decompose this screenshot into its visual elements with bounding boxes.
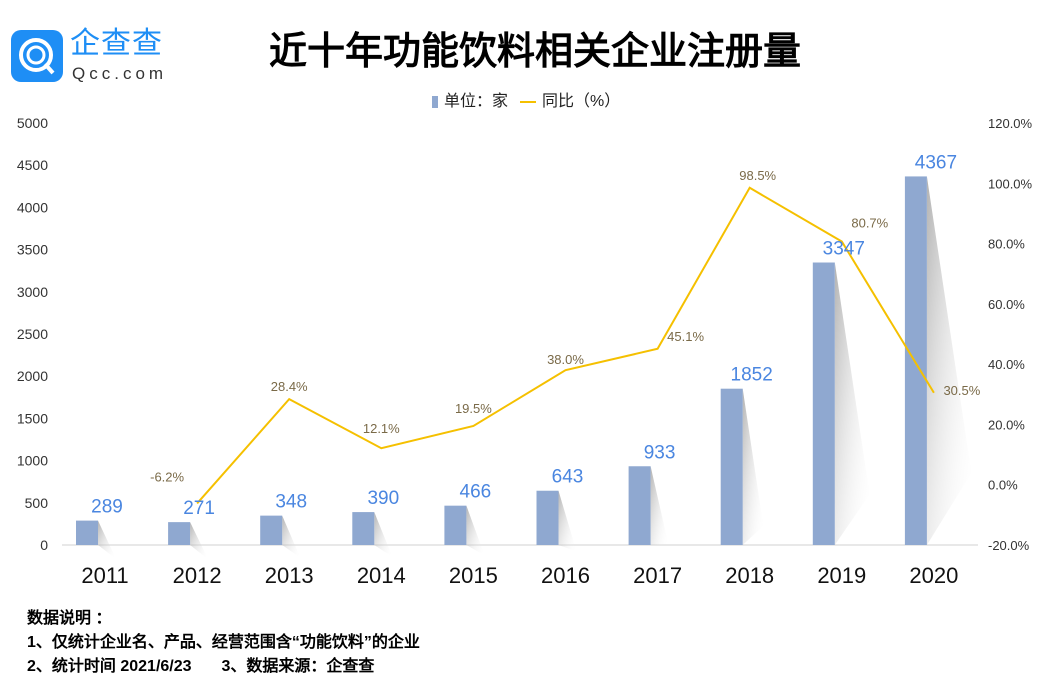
left-tick-label: 1000: [17, 453, 48, 469]
right-tick-label: 80.0%: [988, 237, 1025, 252]
x-tick-label: 2015: [449, 563, 498, 588]
bar-value-label: 348: [275, 492, 307, 513]
bar-value-label: 643: [552, 467, 584, 488]
logo-text: 企查查: [70, 27, 163, 60]
x-tick-label: 2018: [725, 563, 774, 588]
line-value-label: 80.7%: [851, 215, 888, 230]
bar-shadow: [374, 512, 393, 557]
bar-shadow: [282, 515, 301, 558]
left-tick-label: 1500: [17, 410, 48, 426]
line-value-label: -6.2%: [150, 469, 184, 484]
bar-value-label: 4367: [915, 152, 957, 173]
bar-shadow: [926, 176, 972, 545]
qcc-logo-icon: [11, 30, 63, 82]
bar-value-label: 289: [91, 497, 123, 518]
x-tick-label: 2014: [357, 563, 406, 588]
legend-line-label: 同比（%）: [542, 93, 621, 110]
bar: [168, 522, 191, 545]
line-value-label: 28.4%: [271, 379, 308, 394]
right-tick-label: -20.0%: [988, 538, 1030, 553]
left-tick-label: 4500: [17, 157, 48, 173]
bar-shadow: [190, 522, 209, 560]
x-tick-label: 2017: [633, 563, 682, 588]
left-tick-label: 0: [40, 537, 48, 553]
bar-shadow: [834, 262, 870, 545]
bar-value-label: 390: [367, 488, 399, 509]
bar-shadow: [466, 505, 485, 556]
bar-shadow: [558, 490, 577, 552]
bar-shadow: [98, 520, 116, 559]
bar-value-label: 933: [644, 442, 676, 463]
right-tick-label: 60.0%: [988, 297, 1025, 312]
legend-bar-label: 单位：家: [444, 93, 509, 110]
right-tick-label: 40.0%: [988, 357, 1025, 372]
bar: [628, 466, 651, 545]
x-tick-label: 2019: [817, 563, 866, 588]
legend: 单位：家 同比（%）: [432, 92, 620, 112]
x-tick-label: 2016: [541, 563, 590, 588]
line-value-label: 12.1%: [363, 421, 400, 436]
bar: [904, 176, 927, 545]
line-value-label: 38.0%: [547, 352, 584, 367]
bar-value-label: 271: [183, 498, 215, 519]
left-tick-label: 5000: [17, 115, 48, 131]
x-tick-label: 2020: [909, 563, 958, 588]
x-tick-label: 2011: [81, 563, 128, 588]
left-tick-label: 2000: [17, 368, 48, 384]
bar: [352, 512, 375, 545]
right-tick-label: 120.0%: [988, 116, 1033, 131]
left-tick-label: 3500: [17, 242, 48, 258]
legend-bar-swatch: [432, 96, 438, 108]
logo-domain: Qcc.com: [72, 64, 168, 83]
bar-value-label: 1852: [731, 365, 773, 386]
line-value-label: 19.5%: [455, 401, 492, 416]
left-tick-label: 2500: [17, 326, 48, 342]
right-tick-label: 0.0%: [988, 478, 1018, 493]
line-value-label: 98.5%: [739, 168, 776, 183]
chart-title: 近十年功能饮料相关企业注册量: [268, 31, 801, 73]
bar: [260, 515, 283, 545]
bar: [720, 388, 743, 545]
yoy-line: [196, 186, 935, 505]
notes-source: 3、数据来源：企查查: [221, 658, 375, 675]
bar: [812, 262, 835, 545]
legend-line-swatch: [520, 101, 537, 103]
bar-shadow: [742, 388, 764, 545]
left-tick-label: 4000: [17, 199, 48, 215]
bar: [76, 520, 98, 545]
bar-value-label: 466: [460, 482, 492, 503]
bar-value-label: 3347: [823, 239, 865, 260]
left-tick-label: 3000: [17, 284, 48, 300]
x-tick-label: 2012: [173, 563, 222, 588]
x-tick-label: 2013: [265, 563, 314, 588]
line-value-label: 30.5%: [943, 383, 980, 398]
notes-line-2: 2、统计时间 2021/6/23 3、数据来源：企查查: [27, 655, 420, 679]
data-notes: 数据说明 ： 1、仅统计企业名、产品、经营范围含“功能饮料”的企业 2、统计时间…: [27, 607, 420, 679]
right-tick-label: 20.0%: [988, 417, 1025, 432]
bar: [536, 490, 559, 545]
line-value-label: 45.1%: [667, 329, 704, 344]
notes-line-1: 1、仅统计企业名、产品、经营范围含“功能饮料”的企业: [27, 634, 420, 651]
left-tick-label: 500: [25, 495, 49, 511]
bar-shadow: [650, 466, 669, 546]
notes-stat-time: 2、统计时间 2021/6/23: [27, 658, 192, 675]
notes-heading: 数据说明 ：: [27, 610, 112, 627]
right-tick-label: 100.0%: [988, 176, 1033, 191]
bar: [444, 505, 467, 545]
